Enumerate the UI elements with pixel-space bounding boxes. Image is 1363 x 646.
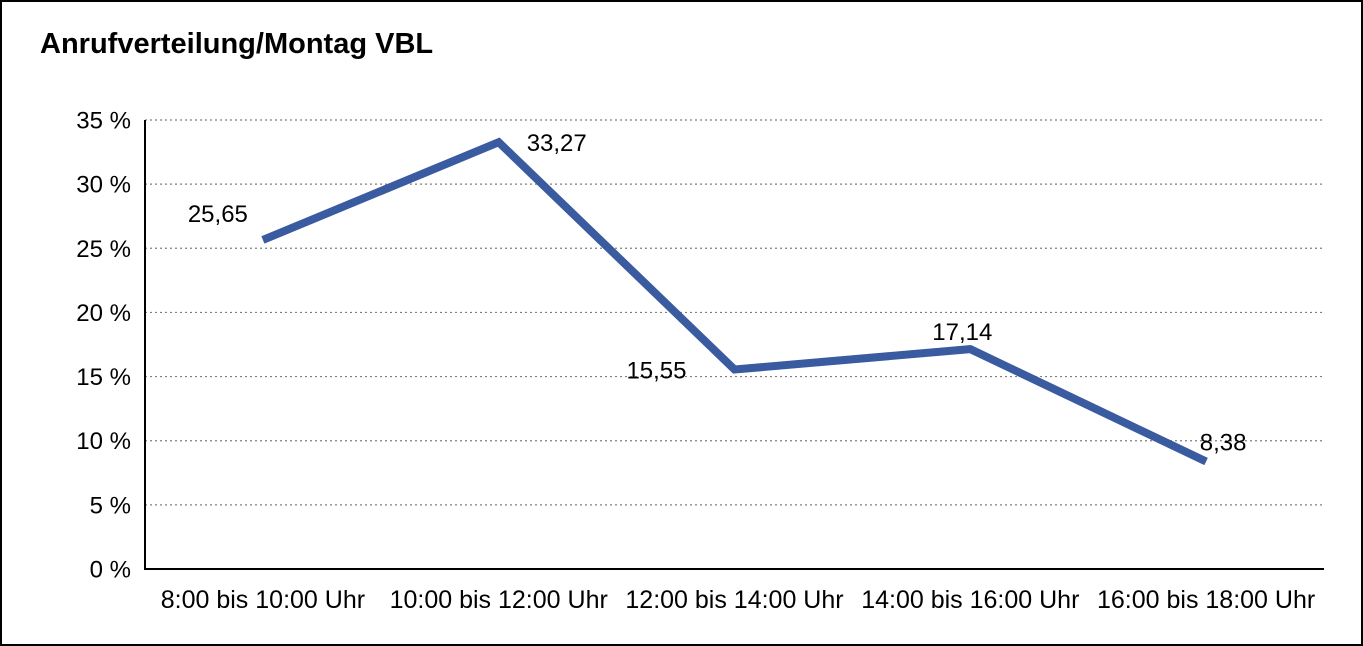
y-tick-label: 5 %: [90, 492, 131, 519]
y-tick-label: 30 %: [76, 172, 131, 199]
y-tick-label: 20 %: [76, 300, 131, 327]
y-tick-label: 0 %: [90, 557, 131, 584]
data-line: [261, 137, 1208, 466]
y-tick-label: 25 %: [76, 236, 131, 263]
y-tick-label: 10 %: [76, 428, 131, 455]
x-category-label: 16:00 bis 18:00 Uhr: [1097, 586, 1315, 614]
data-value-label: 15,55: [626, 358, 686, 385]
y-tick-label: 35 %: [76, 108, 131, 135]
x-category-label: 10:00 bis 12:00 Uhr: [390, 586, 608, 614]
chart-title: Anrufverteilung/Montag VBL: [40, 28, 434, 60]
data-value-label: 8,38: [1200, 429, 1247, 456]
x-category-label: 8:00 bis 10:00 Uhr: [161, 586, 365, 614]
x-category-label: 12:00 bis 14:00 Uhr: [625, 586, 843, 614]
data-value-label: 33,27: [527, 130, 587, 157]
x-category-label: 14:00 bis 16:00 Uhr: [861, 586, 1079, 614]
data-value-label: 25,65: [188, 201, 248, 228]
y-tick-label: 15 %: [76, 364, 131, 391]
data-value-label: 17,14: [932, 319, 992, 346]
